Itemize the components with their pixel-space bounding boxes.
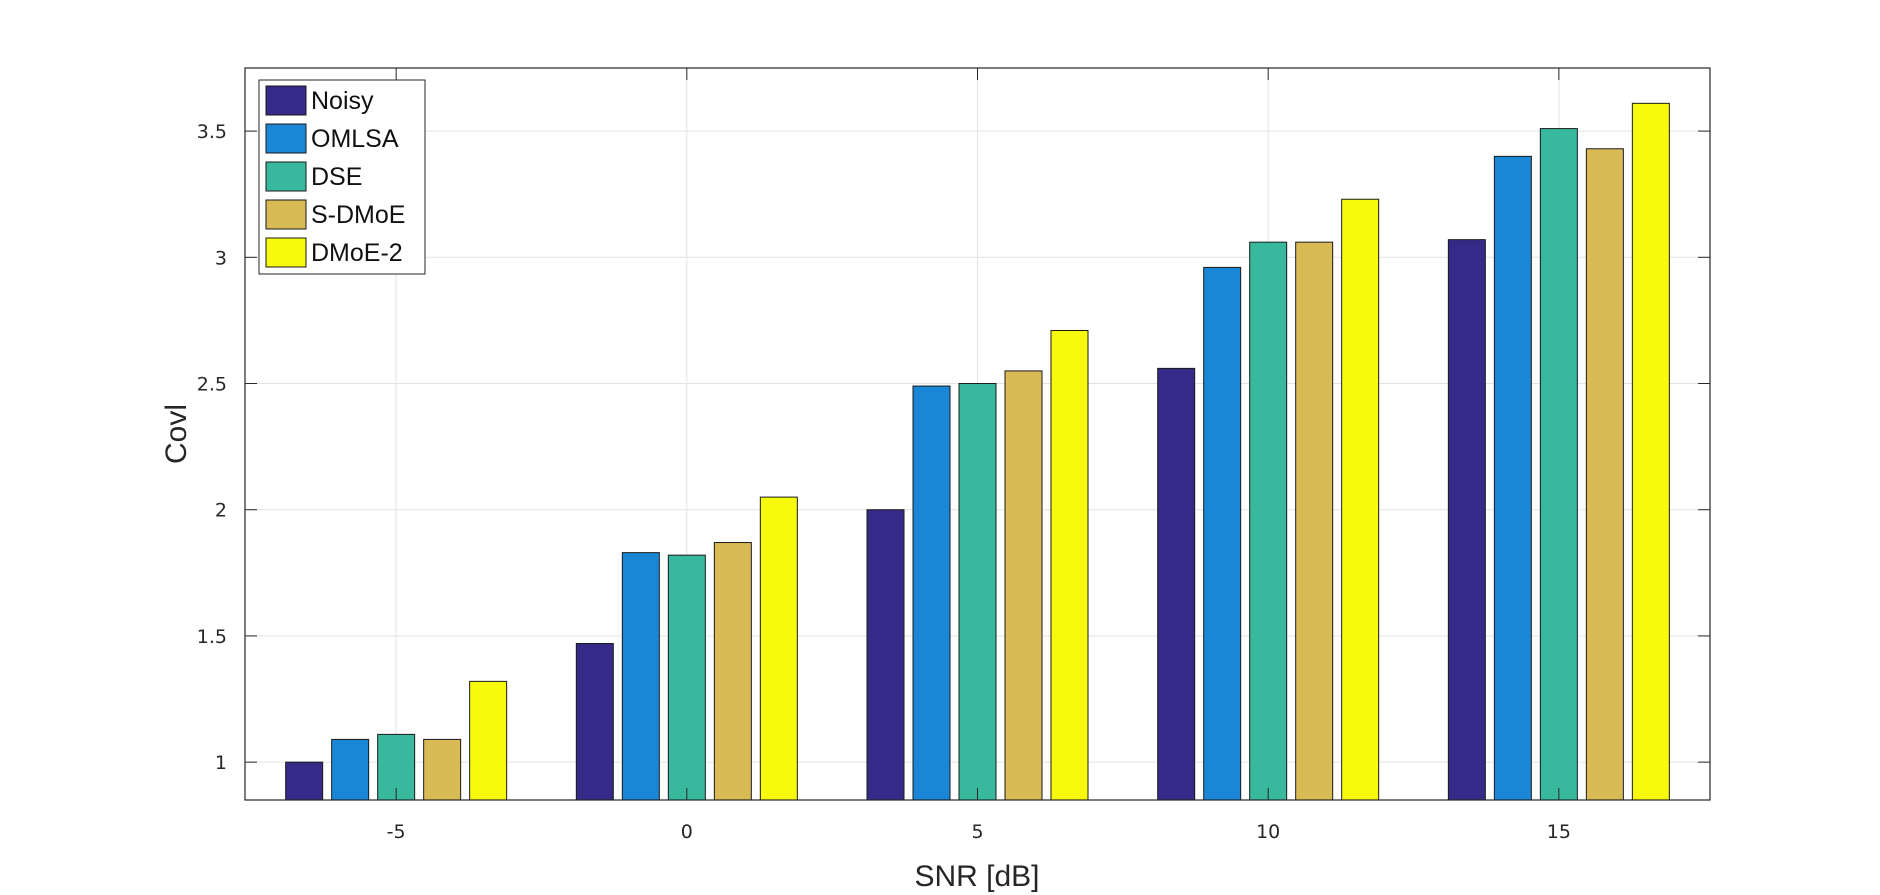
y-tick-labels: 1 1.5 2 2.5 3 3.5 <box>197 121 227 774</box>
legend: Noisy OMLSA DSE S-DMoE DMoE-2 <box>258 79 426 275</box>
bar-s-dmoe-snr-15 <box>1585 148 1624 801</box>
bar-dse-snr-10 <box>1249 241 1288 801</box>
legend-swatch <box>265 85 307 116</box>
legend-label: DSE <box>311 163 362 191</box>
bar-noisy-snr-10 <box>1157 367 1196 801</box>
bar-dse-snr-15 <box>1539 128 1578 801</box>
bar-noisy-snr-0 <box>575 643 614 801</box>
x-tick-label: 10 <box>1256 821 1280 843</box>
legend-swatch <box>265 123 307 154</box>
x-tick-label: 0 <box>681 821 693 843</box>
bar-omlsa-snr-0 <box>621 552 660 801</box>
bar-dse-snr-0 <box>667 554 706 801</box>
y-tick-label: 2 <box>215 500 227 522</box>
bar-omlsa-snr-5 <box>912 385 951 801</box>
legend-swatch <box>265 237 307 268</box>
y-tick-label: 2.5 <box>197 374 227 396</box>
bar-dmoe-2-snr--5 <box>469 680 508 801</box>
bar-noisy-snr--5 <box>285 761 324 801</box>
legend-swatch <box>265 161 307 192</box>
legend-label: OMLSA <box>311 125 399 153</box>
bar-dmoe-2-snr-15 <box>1631 102 1670 801</box>
bar-s-dmoe-snr-0 <box>713 542 752 801</box>
legend-label: S-DMoE <box>311 201 405 229</box>
bar-s-dmoe-snr-5 <box>1004 370 1043 801</box>
bar-omlsa-snr-15 <box>1493 155 1532 801</box>
y-tick-label: 3.5 <box>197 121 227 143</box>
bar-dmoe-2-snr-0 <box>759 496 798 801</box>
legend-swatch <box>265 199 307 230</box>
bar-dmoe-2-snr-5 <box>1050 330 1089 801</box>
bar-s-dmoe-snr-10 <box>1295 241 1334 801</box>
bar-dmoe-2-snr-10 <box>1341 198 1380 801</box>
x-tick-label: 5 <box>971 821 983 843</box>
bar-omlsa-snr--5 <box>331 738 370 801</box>
x-tick-labels: -5 0 5 10 15 <box>387 821 1571 843</box>
legend-label: Noisy <box>311 87 374 115</box>
bar-noisy-snr-5 <box>866 509 905 801</box>
bar-s-dmoe-snr--5 <box>423 738 462 801</box>
legend-label: DMoE-2 <box>311 239 403 267</box>
x-tick-label: -5 <box>387 821 406 843</box>
y-tick-label: 1.5 <box>197 626 227 648</box>
x-axis-label: SNR [dB] <box>914 860 1039 893</box>
x-tick-label: 15 <box>1547 821 1571 843</box>
y-tick-label: 3 <box>215 247 227 269</box>
axis-ticks <box>245 68 1710 800</box>
y-axis-label: Covl <box>160 404 193 464</box>
bar-dse-snr-5 <box>958 383 997 801</box>
bar-noisy-snr-15 <box>1447 239 1486 801</box>
y-tick-label: 1 <box>215 752 227 774</box>
bar-omlsa-snr-10 <box>1203 266 1242 801</box>
